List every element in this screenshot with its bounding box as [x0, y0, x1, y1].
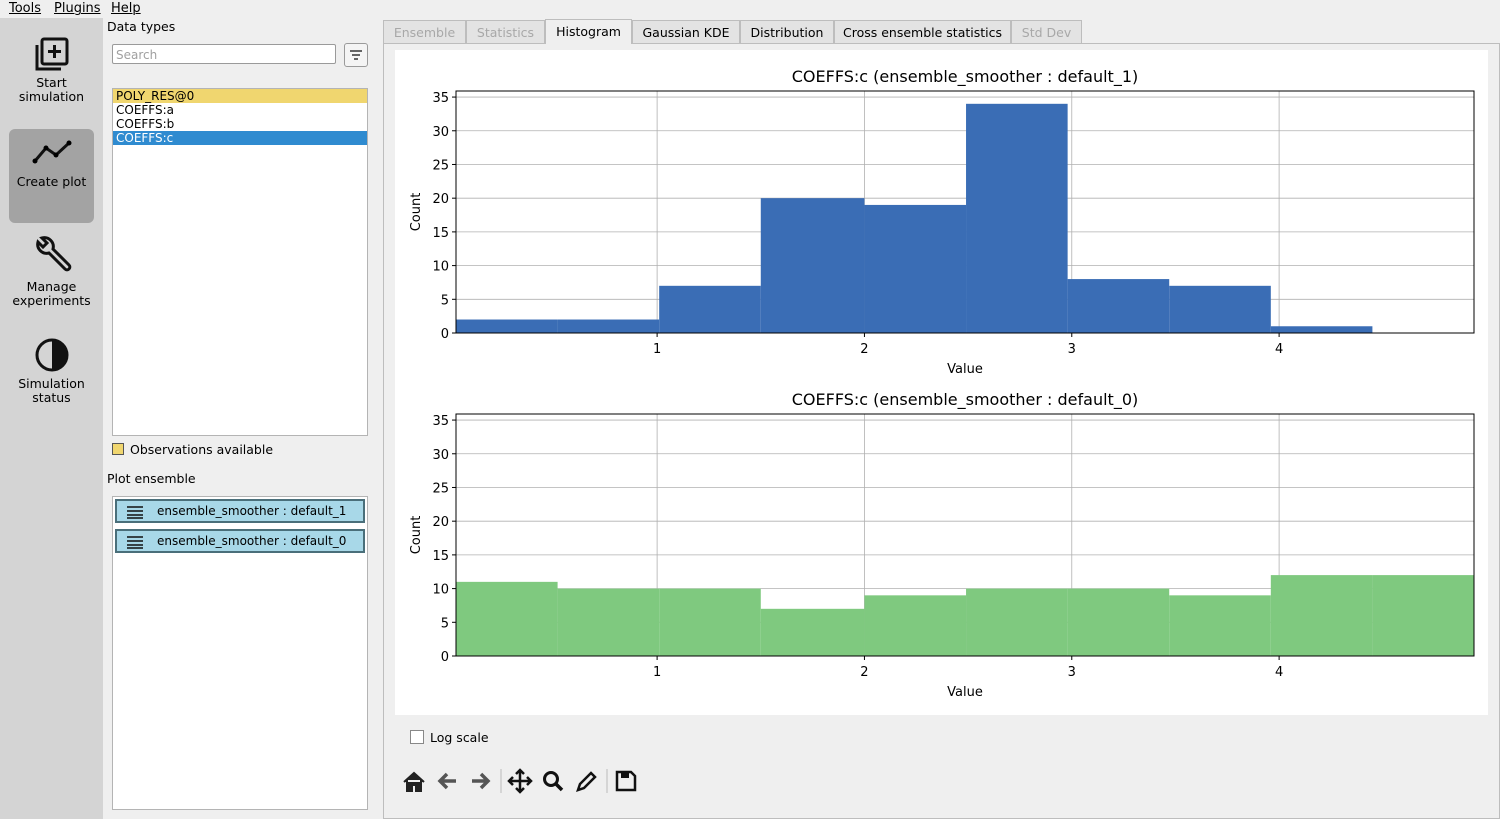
menu-item[interactable]: Help [111, 1, 141, 16]
section-title: Data types [107, 19, 176, 34]
histogram-bar [456, 319, 558, 333]
log-scale-checkbox[interactable]: Log scale [410, 730, 489, 745]
x-tick-label: 4 [1275, 665, 1283, 680]
plot-canvas: COEFFS:c (ensemble_smoother : default_1)… [395, 50, 1488, 715]
ensemble-item[interactable]: ensemble_smoother : default_0 [115, 529, 365, 553]
tab[interactable]: Histogram [545, 19, 632, 44]
list-item[interactable]: POLY_RES@0 [113, 89, 367, 103]
y-tick-label: 15 [432, 549, 449, 564]
histogram-bar [557, 588, 660, 656]
y-tick-label: 30 [432, 448, 449, 463]
ensemble-label: ensemble_smoother : default_1 [157, 504, 347, 518]
list-item[interactable]: COEFFS:b [116, 117, 175, 131]
simulation-status-button[interactable]: Simulation status [9, 331, 94, 425]
histogram-bar [1067, 588, 1170, 656]
y-tick-label: 25 [432, 158, 449, 173]
x-tick-label: 3 [1068, 342, 1076, 357]
list-item[interactable]: COEFFS:a [116, 103, 175, 117]
y-axis-label: Count [409, 516, 424, 555]
tab[interactable]: Distribution [740, 20, 834, 43]
y-tick-label: 0 [441, 650, 449, 665]
histogram-bar [864, 204, 967, 333]
edit-button[interactable] [576, 771, 597, 792]
histogram-bar [659, 285, 761, 333]
histogram-bar [557, 319, 660, 333]
histogram-bar [1270, 575, 1373, 656]
button-label: Create plot [16, 174, 87, 189]
y-tick-label: 0 [441, 327, 449, 342]
histogram-bar [1169, 285, 1271, 333]
observations-legend: Observations available [112, 442, 273, 457]
histogram-bar [1372, 575, 1474, 656]
tab[interactable]: Cross ensemble statistics [834, 20, 1011, 43]
y-tick-label: 10 [432, 260, 449, 275]
y-tick-label: 20 [432, 192, 449, 207]
chart-title: COEFFS:c (ensemble_smoother : default_1) [792, 67, 1138, 87]
create-plot-button[interactable]: Create plot [9, 129, 94, 223]
ensemble-list: ensemble_smoother : default_1 ensemble_s… [112, 496, 368, 810]
x-tick-label: 2 [860, 342, 868, 357]
y-tick-label: 5 [441, 293, 449, 308]
menu-bar: Tools Plugins Help [0, 0, 1500, 18]
forward-button[interactable] [472, 772, 491, 790]
y-tick-label: 15 [432, 226, 449, 241]
y-tick-label: 35 [432, 91, 449, 106]
y-tick-label: 10 [432, 583, 449, 598]
x-tick-label: 4 [1275, 342, 1283, 357]
legend-label: Observations available [130, 442, 274, 457]
data-type-list: POLY_RES@0 COEFFS:a COEFFS:b COEFFS:c [112, 88, 368, 436]
pan-button[interactable] [507, 768, 533, 794]
axes-frame [455, 413, 1475, 657]
ensemble-label: ensemble_smoother : default_0 [157, 534, 347, 548]
histogram-bar [1270, 326, 1373, 333]
sidebar: Start simulation Create plot Manage expe… [0, 18, 103, 819]
section-title: Plot ensemble [107, 471, 196, 486]
x-axis-label: Value [947, 685, 983, 700]
zoom-button[interactable] [543, 771, 564, 792]
filter-button[interactable] [344, 43, 368, 67]
axes-frame [455, 90, 1475, 334]
x-tick-label: 3 [1068, 665, 1076, 680]
histogram-bar [966, 588, 1068, 656]
back-button[interactable] [437, 772, 456, 790]
x-tick-label: 2 [860, 665, 868, 680]
y-tick-label: 5 [441, 616, 449, 631]
plot-toolbar [403, 768, 637, 794]
histogram-bar [456, 581, 558, 656]
y-tick-label: 25 [432, 481, 449, 496]
tab[interactable]: Statistics [466, 20, 545, 43]
menu-item[interactable]: Plugins [54, 1, 101, 16]
x-tick-label: 1 [653, 665, 661, 680]
histogram-bar [966, 103, 1068, 333]
list-item[interactable]: COEFFS:c [113, 131, 367, 145]
button-label: Simulation status [18, 376, 85, 405]
menu-item[interactable]: Tools [9, 1, 42, 16]
y-axis-label: Count [409, 193, 424, 232]
y-tick-label: 20 [432, 515, 449, 530]
x-tick-label: 1 [653, 342, 661, 357]
chart-title: COEFFS:c (ensemble_smoother : default_0) [792, 390, 1138, 410]
histogram-bar [864, 595, 967, 656]
y-tick-label: 30 [432, 125, 449, 140]
tab[interactable]: Ensemble [383, 20, 466, 43]
histogram-bar [1169, 595, 1271, 656]
histogram-bar [760, 198, 865, 333]
manage-experiments-button[interactable]: Manage experiments [9, 230, 94, 324]
button-label: Start simulation [18, 75, 85, 104]
histogram-bar [1067, 279, 1170, 333]
checkbox-label: Log scale [430, 730, 489, 745]
ensemble-item[interactable]: ensemble_smoother : default_1 [115, 499, 365, 523]
home-button[interactable] [403, 771, 425, 792]
y-tick-label: 35 [432, 414, 449, 429]
button-label: Manage experiments [12, 279, 91, 308]
tab[interactable]: Std Dev [1011, 20, 1082, 43]
start-simulation-button[interactable]: Start simulation [9, 30, 94, 124]
tab[interactable]: Gaussian KDE [632, 20, 740, 43]
histogram-bar [659, 588, 761, 656]
search-box[interactable]: Search [112, 44, 336, 64]
histogram-bar [760, 608, 865, 656]
x-axis-label: Value [947, 362, 983, 377]
save-button[interactable] [615, 770, 637, 792]
